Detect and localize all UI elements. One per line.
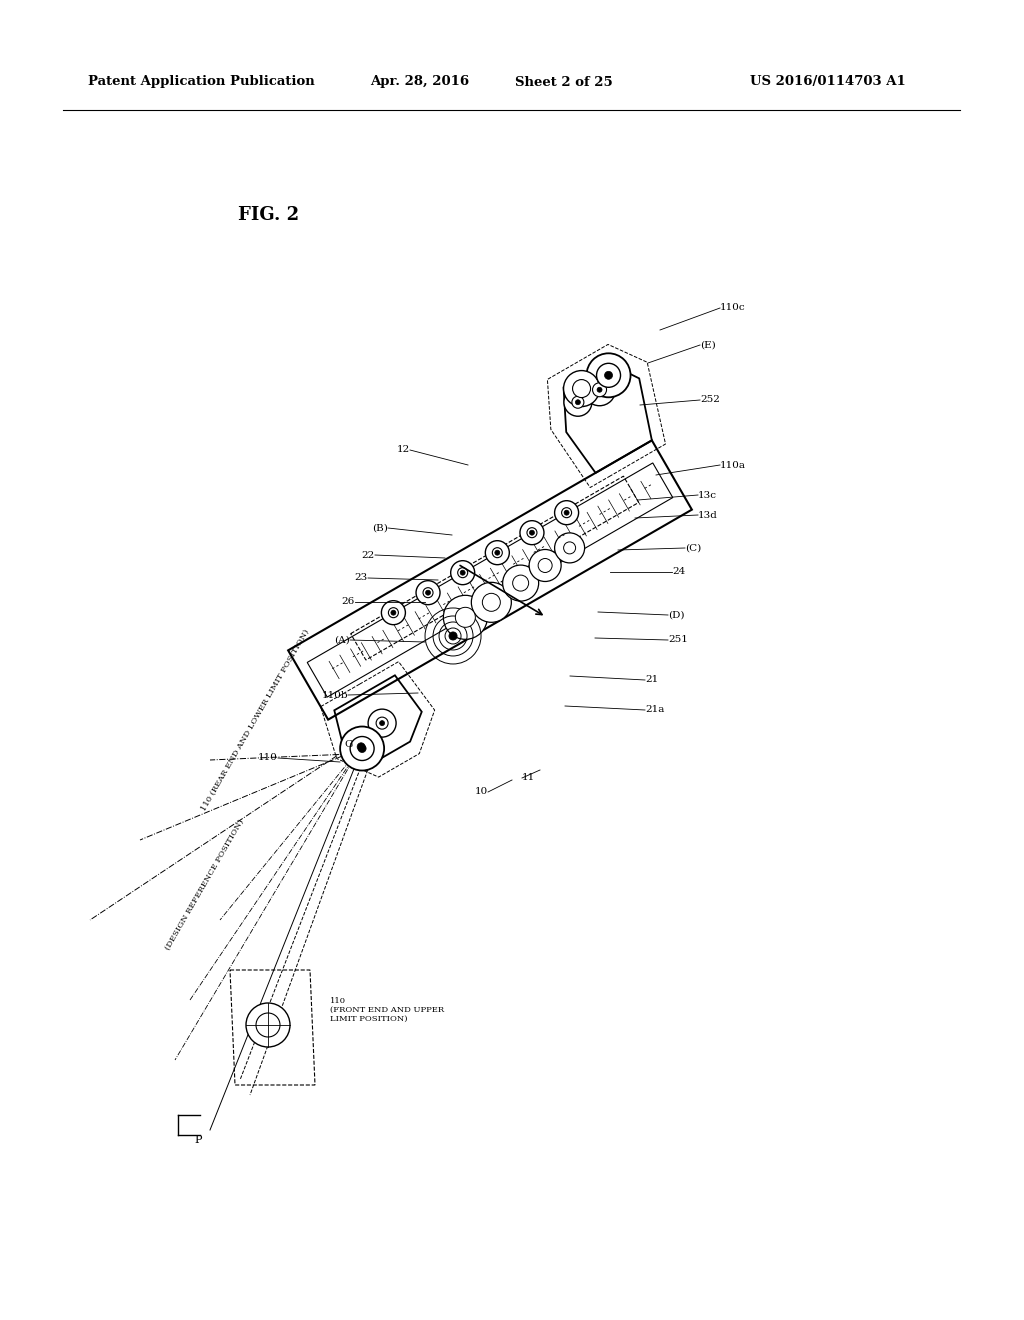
Text: 110c: 110c <box>720 304 745 313</box>
Circle shape <box>555 500 579 524</box>
Text: (DESIGN REFERENCE POSITION): (DESIGN REFERENCE POSITION) <box>164 818 246 952</box>
Circle shape <box>584 374 615 405</box>
Text: 13d: 13d <box>698 511 718 520</box>
Circle shape <box>575 400 581 405</box>
Circle shape <box>529 549 561 582</box>
Circle shape <box>597 387 602 392</box>
Circle shape <box>593 383 606 397</box>
Circle shape <box>563 543 575 554</box>
Circle shape <box>380 721 385 726</box>
Circle shape <box>376 717 388 729</box>
Circle shape <box>451 561 475 585</box>
Circle shape <box>520 520 544 545</box>
Text: Apr. 28, 2016: Apr. 28, 2016 <box>370 75 469 88</box>
Text: 11: 11 <box>522 774 536 783</box>
Circle shape <box>597 363 621 387</box>
Circle shape <box>443 595 487 639</box>
Circle shape <box>456 607 475 627</box>
Text: (B): (B) <box>372 524 388 532</box>
Circle shape <box>381 601 406 624</box>
Text: 252: 252 <box>700 396 720 404</box>
Circle shape <box>564 510 569 515</box>
Circle shape <box>485 541 509 565</box>
Text: 23: 23 <box>354 573 368 582</box>
Circle shape <box>572 380 591 397</box>
Circle shape <box>587 354 631 397</box>
Circle shape <box>503 565 539 601</box>
Text: Sheet 2 of 25: Sheet 2 of 25 <box>515 75 612 88</box>
Text: 24: 24 <box>672 568 685 577</box>
Circle shape <box>246 1003 290 1047</box>
Text: 26: 26 <box>342 598 355 606</box>
Text: 110: 110 <box>258 754 278 763</box>
Text: 110b: 110b <box>322 690 348 700</box>
Circle shape <box>388 607 398 618</box>
Circle shape <box>358 744 367 752</box>
Circle shape <box>563 371 600 407</box>
Text: 12: 12 <box>396 446 410 454</box>
Circle shape <box>555 533 585 562</box>
Circle shape <box>527 528 537 537</box>
Circle shape <box>350 737 374 760</box>
Text: Patent Application Publication: Patent Application Publication <box>88 75 314 88</box>
Circle shape <box>529 531 535 535</box>
Text: 110
(FRONT END AND UPPER
LIMIT POSITION): 110 (FRONT END AND UPPER LIMIT POSITION) <box>330 997 444 1023</box>
Circle shape <box>426 590 430 595</box>
Circle shape <box>495 550 500 556</box>
Circle shape <box>450 632 457 640</box>
Text: 21: 21 <box>645 676 658 685</box>
Text: 21a: 21a <box>645 705 665 714</box>
Circle shape <box>391 610 396 615</box>
Text: 110 (REAR END AND LOWER LIMIT POSITION): 110 (REAR END AND LOWER LIMIT POSITION) <box>200 628 310 812</box>
Circle shape <box>564 388 592 416</box>
Text: 251: 251 <box>668 635 688 644</box>
Circle shape <box>340 726 384 771</box>
Text: P: P <box>195 1135 202 1144</box>
Text: 13c: 13c <box>698 491 717 499</box>
Text: (A): (A) <box>334 635 350 644</box>
Circle shape <box>482 593 501 611</box>
Text: (C): (C) <box>685 544 701 553</box>
Text: 22: 22 <box>361 550 375 560</box>
Circle shape <box>471 582 511 622</box>
Circle shape <box>458 568 468 578</box>
Text: (E): (E) <box>700 341 716 350</box>
Circle shape <box>604 371 612 379</box>
Text: 10: 10 <box>475 788 488 796</box>
Circle shape <box>460 570 465 576</box>
Circle shape <box>416 581 440 605</box>
Text: FIG. 2: FIG. 2 <box>238 206 299 224</box>
Circle shape <box>368 709 396 737</box>
Circle shape <box>357 743 366 751</box>
Circle shape <box>256 1012 280 1038</box>
Text: G: G <box>345 741 353 750</box>
Circle shape <box>493 548 503 557</box>
Text: (D): (D) <box>668 610 684 619</box>
Circle shape <box>513 576 528 591</box>
Text: 110a: 110a <box>720 461 746 470</box>
Circle shape <box>423 587 433 598</box>
Circle shape <box>561 508 571 517</box>
Text: US 2016/0114703 A1: US 2016/0114703 A1 <box>750 75 906 88</box>
Circle shape <box>539 558 552 573</box>
Circle shape <box>571 396 584 408</box>
